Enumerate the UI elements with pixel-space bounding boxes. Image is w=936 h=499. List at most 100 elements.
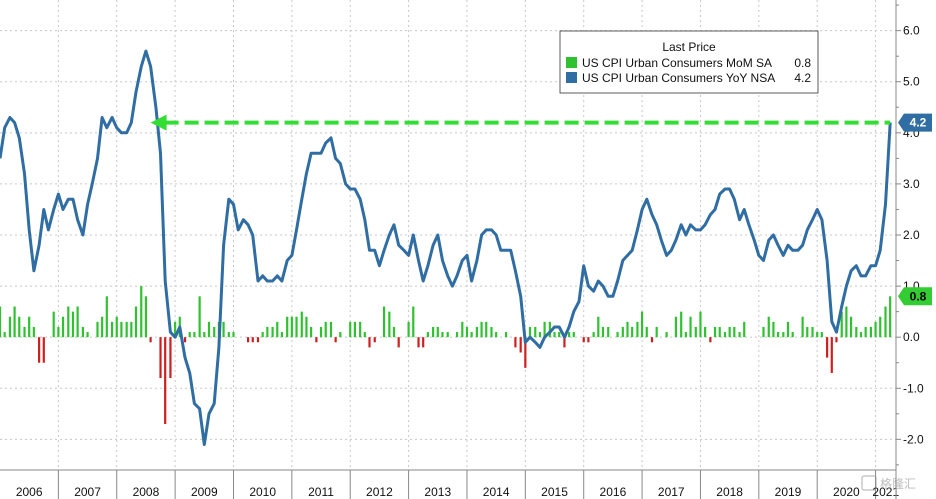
mom-bar [568,332,571,338]
mom-bar [538,332,542,338]
mom-bar [514,337,517,348]
mom-bar [465,326,469,338]
mom-bar [859,332,863,338]
mom-bar [183,337,187,343]
mom-bar [738,332,741,338]
mom-bar [640,311,644,338]
x-axis: 2006 2007 2008 2009 2010 2011 2012 2013 2014 2015… [0,469,899,499]
mom-bar [266,326,269,338]
mom-bar [645,326,648,338]
x-tick-label: 2011 [308,485,334,499]
x-tick-label: 2013 [424,485,451,499]
legend-label-mom: US CPI Urban Consumers MoM SA [582,56,772,70]
watermark-logo-icon [861,475,877,491]
mom-bar [446,332,449,338]
mom-bar [563,337,566,348]
mom-bar [558,332,561,338]
mom-bar [426,332,429,338]
mom-bar [869,326,872,338]
mom-bar [723,332,727,338]
mom-bar [884,306,887,338]
mom-bar [96,321,99,338]
mom-bar [213,326,216,338]
mom-bar [232,332,235,338]
yoy-line [0,49,892,446]
mom-bar [57,326,60,338]
mom-bar [704,326,707,338]
mom-bar [67,306,70,338]
mom-bar [830,337,833,373]
mom-bar [159,337,162,379]
mom-bar [791,332,794,338]
mom-bar [475,326,478,338]
legend-swatch-yoy [566,72,577,83]
mom-bar [743,321,746,338]
mom-bar [286,316,289,338]
mom-bar [441,332,444,338]
mom-bar [115,316,118,338]
mom-bar [597,316,600,338]
legend-last-yoy: 4.2 [794,71,811,85]
legend: Last Price US CPI Urban Consumers MoM SA… [559,30,819,94]
mom-bar [280,332,284,338]
mom-bar [849,316,853,338]
mom-bar [407,321,410,338]
mom-bar [816,332,819,338]
mom-bar [222,321,225,338]
mom-bar [120,321,123,338]
y-tick-label: 2.0 [903,228,920,242]
reference-arrowhead-icon [150,114,167,131]
mom-bar [616,332,619,338]
x-tick-label: 2020 [833,485,860,499]
mom-bar [329,321,333,338]
mom-bar [23,326,26,338]
x-tick-label: 2016 [600,485,627,499]
mom-bar [397,337,400,348]
legend-box [559,30,819,94]
mom-bar [3,332,6,338]
legend-last-mom: 0.8 [794,56,811,70]
y-tick-label: 3.0 [903,177,920,191]
mom-bar [130,321,133,338]
y-tick-label: 6.0 [903,24,920,38]
x-tick-label: 2021 [872,485,899,499]
x-tick-label: 2019 [775,485,802,499]
mom-bar [334,337,337,343]
mom-bar [76,306,79,338]
mom-bar [728,326,731,338]
mom-bar [733,326,736,338]
mom-bar [534,326,537,338]
mom-bar [32,326,35,338]
legend-label-yoy: US CPI Urban Consumers YoY NSA [582,71,775,85]
x-tick-label: 2018 [716,485,743,499]
x-tick-label: 2010 [249,485,276,499]
mom-bar [874,321,877,338]
legend-swatch-mom [566,57,577,68]
mom-bar [713,326,717,338]
last-value-tag-label: 0.8 [910,289,927,303]
mom-bar [519,337,522,353]
x-tick-label: 2007 [74,485,101,499]
mom-bar [801,316,804,338]
mom-bar [164,337,167,425]
mom-bar [626,321,629,338]
mom-bar [811,326,814,338]
mom-bar [392,326,396,338]
mom-bar [125,321,128,338]
mom-bar [203,332,206,338]
mom-bar [339,332,342,338]
mom-bar [310,326,313,338]
mom-bar [300,311,303,338]
mom-bar [820,332,823,338]
y-axis: 6.05.04.03.02.01.00.0-1.0-2.0 [895,0,924,499]
mom-bar [207,321,211,338]
mom-bar [315,337,318,343]
mom-bar [422,337,425,348]
mom-bar [388,311,391,338]
mom-bar [373,337,376,343]
mom-bar [363,332,366,338]
x-tick-label: 2014 [483,485,510,499]
mom-bar [835,337,838,343]
last-value-tag-label: 4.2 [910,116,927,130]
